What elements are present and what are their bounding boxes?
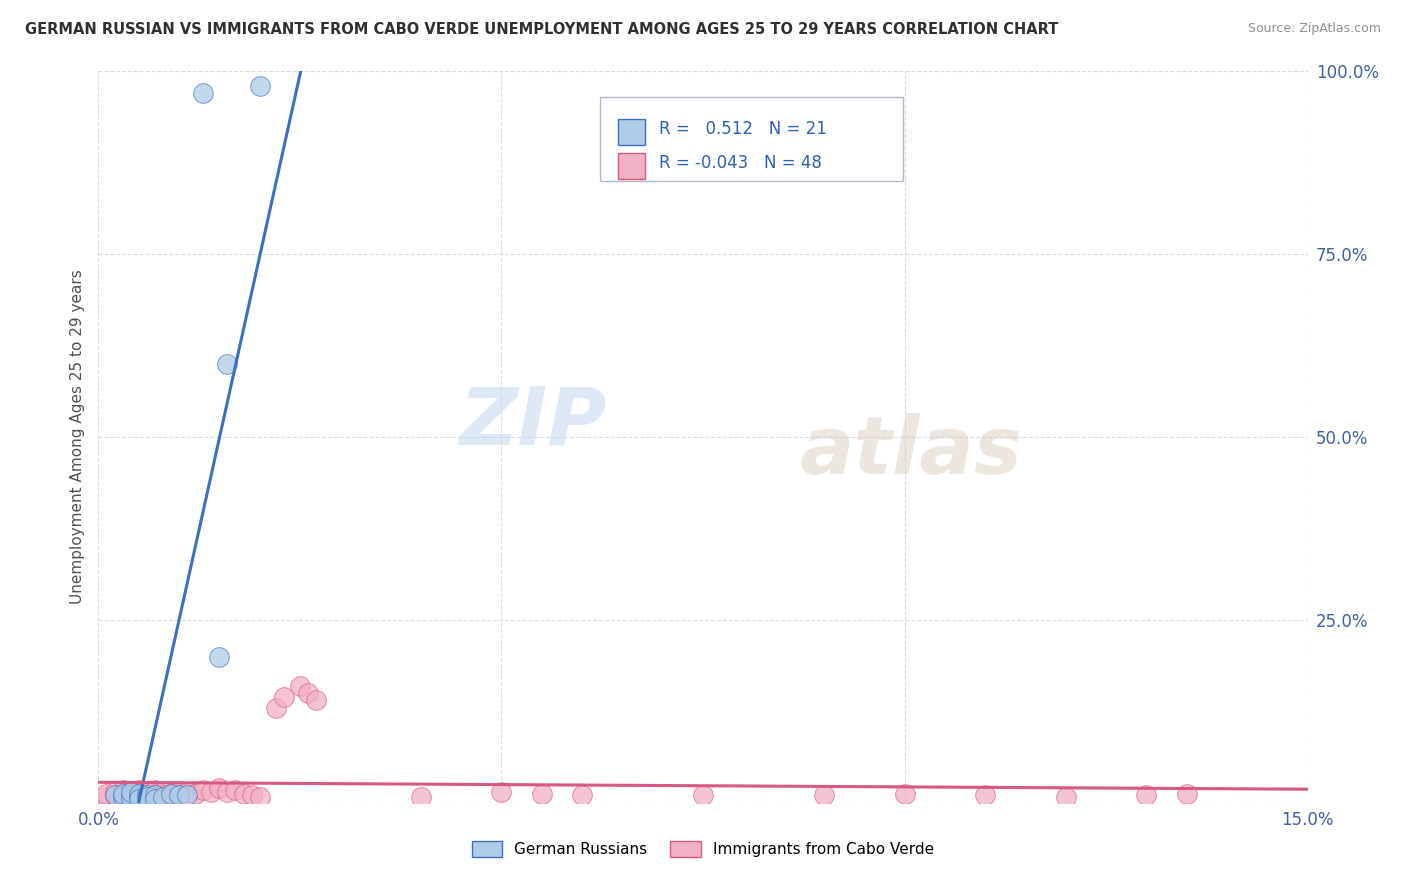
Point: [249, 789, 271, 804]
Point: [120, 792, 142, 806]
Point: [143, 787, 166, 801]
Text: ZIP: ZIP: [458, 384, 606, 461]
Point: [184, 787, 207, 801]
FancyBboxPatch shape: [619, 120, 645, 145]
Point: [103, 785, 125, 799]
Text: atlas: atlas: [800, 413, 1022, 491]
Legend: German Russians, Immigrants from Cabo Verde: German Russians, Immigrants from Cabo Ve…: [471, 841, 935, 857]
Y-axis label: Unemployment Among Ages 25 to 29 years: Unemployment Among Ages 25 to 29 years: [69, 269, 84, 605]
Point: [143, 789, 166, 803]
Point: [128, 789, 150, 803]
Point: [143, 789, 166, 803]
Point: [224, 782, 246, 797]
Point: [692, 789, 714, 803]
FancyBboxPatch shape: [619, 153, 645, 178]
Point: [1175, 787, 1198, 801]
Point: [305, 693, 328, 707]
Point: [111, 789, 134, 804]
Point: [217, 357, 239, 371]
Point: [409, 789, 432, 804]
Point: [111, 787, 134, 801]
Point: [167, 785, 190, 799]
Point: [152, 785, 174, 799]
Point: [530, 787, 553, 801]
Point: [96, 789, 118, 804]
Point: [135, 785, 157, 799]
Point: [128, 789, 150, 804]
Point: [135, 789, 157, 803]
Point: [120, 789, 142, 803]
Point: [193, 87, 215, 101]
Point: [208, 649, 231, 664]
Point: [200, 785, 222, 799]
Point: [813, 789, 835, 803]
Text: GERMAN RUSSIAN VS IMMIGRANTS FROM CABO VERDE UNEMPLOYMENT AMONG AGES 25 TO 29 YE: GERMAN RUSSIAN VS IMMIGRANTS FROM CABO V…: [25, 22, 1059, 37]
Point: [103, 789, 125, 803]
Point: [208, 781, 231, 796]
Point: [232, 787, 254, 801]
Text: R =   0.512   N = 21: R = 0.512 N = 21: [659, 120, 827, 138]
Point: [1135, 789, 1157, 803]
Point: [273, 690, 295, 704]
Point: [111, 787, 134, 801]
Point: [264, 700, 287, 714]
Point: [176, 785, 198, 799]
Point: [111, 782, 134, 797]
Point: [128, 787, 150, 801]
Point: [167, 789, 190, 803]
Point: [176, 789, 198, 803]
Point: [135, 789, 157, 804]
Point: [160, 787, 183, 801]
Point: [571, 789, 593, 803]
Point: [128, 792, 150, 806]
Point: [128, 787, 150, 801]
Point: [167, 789, 190, 803]
Point: [143, 782, 166, 797]
Point: [143, 792, 166, 806]
Point: [288, 679, 311, 693]
Point: [249, 78, 271, 93]
Point: [128, 782, 150, 797]
FancyBboxPatch shape: [600, 97, 903, 181]
Point: [120, 785, 142, 799]
Point: [120, 785, 142, 799]
Point: [217, 785, 239, 799]
Point: [152, 789, 174, 804]
Point: [103, 789, 125, 803]
Point: [152, 789, 174, 803]
Point: [160, 787, 183, 801]
Point: [491, 785, 513, 799]
Point: [135, 789, 157, 803]
Point: [240, 789, 263, 803]
Text: Source: ZipAtlas.com: Source: ZipAtlas.com: [1247, 22, 1381, 36]
Point: [974, 789, 997, 803]
Text: R = -0.043   N = 48: R = -0.043 N = 48: [659, 153, 823, 171]
Point: [120, 789, 142, 803]
Point: [297, 686, 319, 700]
Point: [893, 787, 915, 801]
Point: [120, 789, 142, 804]
Point: [96, 787, 118, 801]
Point: [1054, 789, 1077, 804]
Point: [193, 782, 215, 797]
